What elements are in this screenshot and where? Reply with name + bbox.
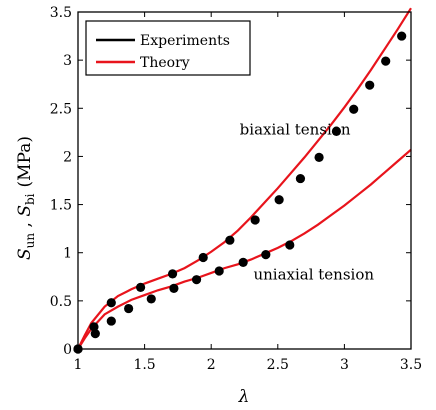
theory-curve-2 — [77, 7, 412, 350]
data-point-0-15 — [397, 31, 407, 41]
y-label-s2: S — [15, 205, 35, 217]
data-point-0-12 — [349, 104, 359, 114]
annotation-uniaxial-tension: uniaxial tension — [253, 266, 374, 284]
data-point-1-5 — [169, 283, 179, 293]
y-axis-label: Sun , Sbi (MPa) — [15, 136, 37, 260]
data-point-1-7 — [214, 266, 224, 276]
y-tick-label-6: 3 — [63, 53, 72, 69]
y-tick-label-7: 3.5 — [50, 5, 72, 21]
data-point-1-6 — [191, 275, 202, 285]
y-tick-label-5: 2.5 — [50, 101, 72, 117]
data-point-1-3 — [124, 303, 134, 314]
y-label-sub2: bi — [23, 193, 37, 205]
y-tick-label-0: 0 — [63, 342, 72, 358]
data-point-0-3 — [136, 282, 146, 292]
data-point-0-9 — [295, 173, 306, 184]
axes: 1 1.5 2 2.5 3 3.5 0 0.5 1 1.5 2 2.5 3 3.5 — [50, 5, 422, 373]
data-point-0-11 — [331, 126, 342, 136]
y-label-s1: S — [15, 248, 35, 260]
y-tick-label-2: 1 — [63, 246, 72, 262]
theory-curve-3 — [77, 148, 412, 350]
x-tick-label-3: 2.5 — [267, 357, 289, 373]
plot-area — [73, 7, 412, 354]
data-point-1-10 — [285, 240, 295, 250]
legend-box — [85, 20, 251, 76]
y-label-sub1: un — [23, 233, 37, 249]
data-point-0-10 — [314, 152, 324, 162]
x-tick-label-4: 3 — [340, 357, 349, 373]
data-point-0-13 — [365, 80, 375, 90]
axes-frame — [77, 11, 412, 350]
x-tick-label-2: 2 — [207, 357, 216, 373]
legend-label-experiments: Experiments — [140, 33, 230, 49]
data-point-0-4 — [167, 269, 178, 279]
x-tick-label-5: 3.5 — [400, 357, 422, 373]
data-point-0-7 — [250, 215, 260, 225]
annotation-biaxial-tension: biaxial tension — [240, 120, 351, 138]
data-point-0-14 — [381, 56, 391, 66]
x-tick-label-0: 1 — [74, 357, 83, 373]
x-axis-label: λ — [238, 387, 250, 407]
y-tick-label-4: 2 — [63, 149, 72, 165]
y-tick-label-1: 0.5 — [50, 294, 72, 310]
y-label-unit: (MPa) — [15, 136, 35, 187]
legend: Experiments Theory — [85, 20, 251, 76]
x-tick-label-1: 1.5 — [133, 357, 155, 373]
y-axis-label-text: Sun , Sbi (MPa) — [15, 136, 37, 260]
data-point-1-4 — [146, 294, 156, 304]
data-point-1-9 — [261, 250, 271, 260]
data-point-0-8 — [274, 195, 284, 205]
data-point-1-1 — [90, 328, 100, 339]
data-point-1-2 — [106, 316, 116, 326]
data-point-0-5 — [198, 252, 208, 263]
legend-label-theory: Theory — [140, 55, 190, 71]
data-point-1-8 — [238, 257, 248, 267]
y-label-sep: , — [15, 217, 35, 233]
data-point-0-6 — [225, 235, 235, 245]
y-tick-label-3: 1.5 — [50, 198, 72, 214]
data-point-0-2 — [106, 298, 116, 308]
